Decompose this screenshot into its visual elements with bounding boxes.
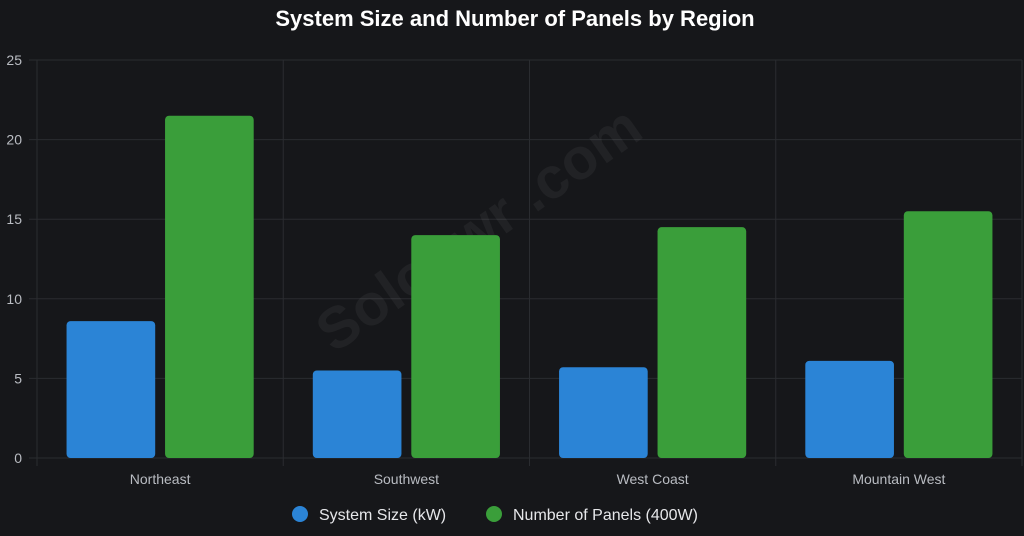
bar-southwest-series-2[interactable] [411,235,500,458]
y-tick-label: 5 [14,370,22,386]
legend-label-series-1[interactable]: System Size (kW) [319,507,446,524]
y-tick-label: 20 [6,132,22,148]
chart-title: System Size and Number of Panels by Regi… [275,6,754,31]
legend-marker-series-1[interactable] [292,506,308,522]
legend-label-series-2[interactable]: Number of Panels (400W) [513,507,698,524]
bar-northeast-series-1[interactable] [66,321,156,458]
y-tick-label: 25 [6,52,22,68]
legend-marker-series-2[interactable] [486,506,502,522]
legend: System Size (kW) Number of Panels (400W) [292,506,698,524]
bars [66,115,993,458]
y-tick-label: 10 [6,291,22,307]
x-tick-label: Southwest [374,471,439,487]
bar-northeast-series-2[interactable] [165,115,254,458]
y-tick-label: 0 [14,450,22,466]
bar-west-coast-series-2[interactable] [657,227,747,458]
x-axis-ticks: Northeast Southwest West Coast Mountain Wes… [130,471,946,487]
bar-mountain-west-series-2[interactable] [903,211,993,458]
y-tick-label: 15 [6,211,22,227]
bar-southwest-series-1[interactable] [312,370,402,458]
x-tick-label: West Coast [617,471,689,487]
bar-west-coast-series-1[interactable] [559,367,648,458]
x-tick-label: Northeast [130,471,191,487]
y-axis-ticks: 0 5 10 15 20 25 [6,52,22,466]
x-tick-label: Mountain West [852,471,945,487]
bar-mountain-west-series-1[interactable] [805,360,894,458]
